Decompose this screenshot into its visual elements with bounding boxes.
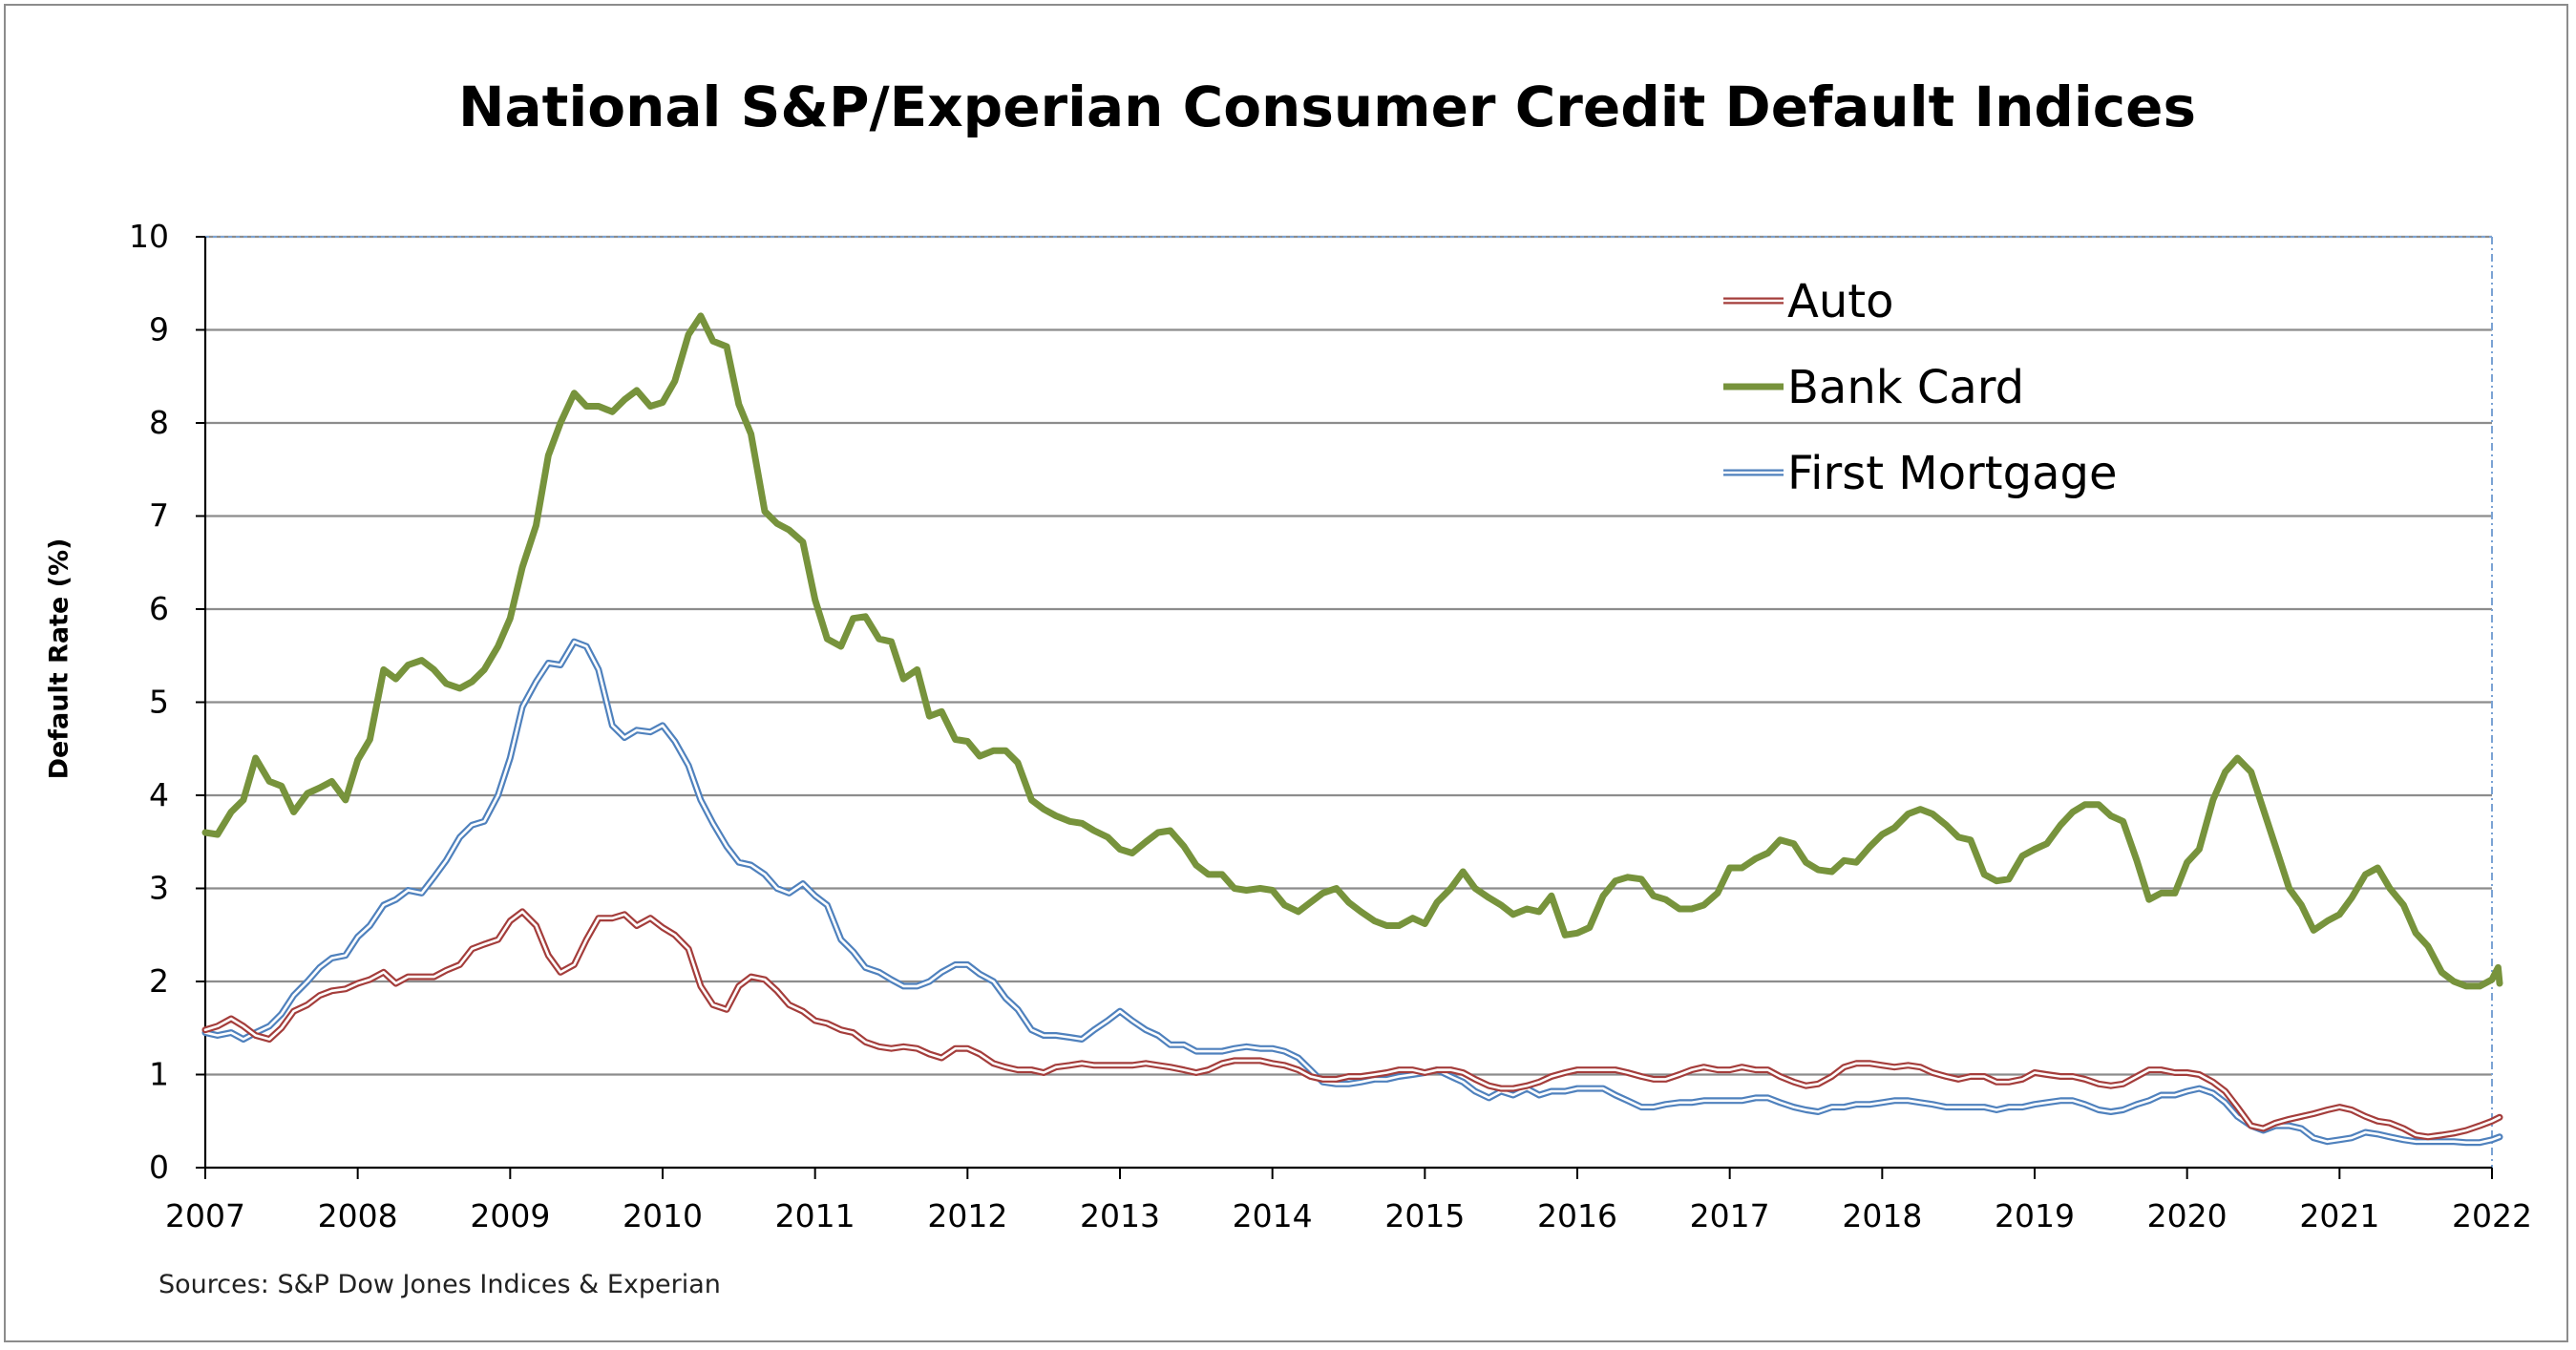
x-tick-label: 2017: [1690, 1197, 1770, 1234]
x-tick-label: 2007: [165, 1197, 245, 1234]
legend-item-bank-card: Bank Card: [1723, 361, 2024, 414]
series-line-auto: [201, 908, 2503, 1141]
chart-title: National S&P/Experian Consumer Credit De…: [457, 74, 2197, 139]
legend: Auto Bank Card First Mortgage: [1723, 275, 2118, 500]
x-tick-label: 2011: [775, 1197, 855, 1234]
legend-label-bank-card: Bank Card: [1787, 361, 2024, 414]
x-tick-label: 2008: [318, 1197, 398, 1234]
y-tick-label: 8: [149, 404, 169, 441]
y-tick-label: 7: [149, 497, 169, 535]
y-tick-label: 4: [149, 776, 169, 813]
legend-item-first-mortgage: First Mortgage: [1723, 447, 2118, 500]
series-line-bank-card: [201, 312, 2503, 990]
y-tick-label: 10: [129, 218, 169, 255]
x-tick-label: 2019: [1995, 1197, 2075, 1234]
x-tick-label: 2012: [927, 1197, 1007, 1234]
y-tick-label: 9: [149, 311, 169, 348]
chart-frame: [4, 4, 2568, 1342]
x-tick-label: 2018: [1842, 1197, 1922, 1234]
y-tick-label: 0: [149, 1149, 169, 1186]
x-axis: 2007 2008 2009 2010 2011 2012 2013 2014 2015 2016…: [165, 1168, 2532, 1234]
series-line-inner-auto: [203, 910, 2502, 1139]
x-tick-label: 2013: [1080, 1197, 1160, 1234]
series-auto: [201, 908, 2503, 1141]
gridlines: [205, 235, 2493, 1168]
x-tick-label: 2021: [2299, 1197, 2379, 1234]
y-tick-label: 2: [149, 962, 169, 1000]
y-tick-label: 6: [149, 590, 169, 627]
y-tick-label: 5: [149, 684, 169, 721]
series-first-mortgage: [201, 638, 2503, 1147]
x-tick-label: 2016: [1537, 1197, 1617, 1234]
x-tick-label: 2015: [1384, 1197, 1465, 1234]
source-note: Sources: S&P Dow Jones Indices & Experia…: [158, 1270, 721, 1299]
y-tick-label: 1: [149, 1056, 169, 1093]
y-axis: 0 1 2 3 4 5 6 7 8 9 10: [129, 218, 2492, 1186]
y-tick-label: 3: [149, 870, 169, 907]
legend-label-first-mortgage: First Mortgage: [1787, 447, 2118, 500]
x-tick-label: 2020: [2147, 1197, 2228, 1234]
x-tick-label: 2009: [470, 1197, 550, 1234]
series-line-inner-first-mortgage: [203, 640, 2502, 1144]
legend-item-auto: Auto: [1723, 275, 1893, 328]
x-tick-label: 2022: [2452, 1197, 2532, 1234]
series-bank-card: [201, 312, 2503, 990]
x-tick-label: 2010: [623, 1197, 703, 1234]
series-group: [201, 312, 2503, 1147]
legend-label-auto: Auto: [1787, 275, 1893, 328]
x-tick-label: 2014: [1233, 1197, 1313, 1234]
